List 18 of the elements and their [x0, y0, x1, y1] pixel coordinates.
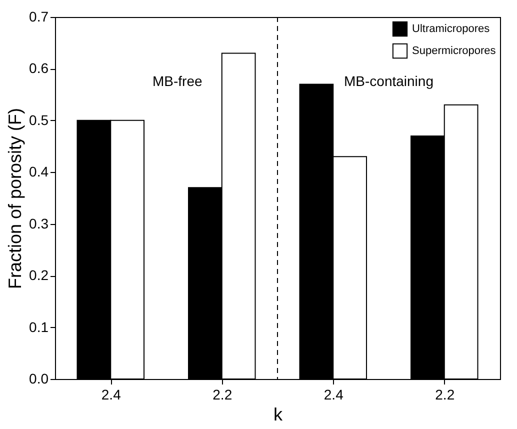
- y-tick-label: 0.0: [29, 370, 49, 386]
- legend-label: Supermicropores: [412, 45, 496, 57]
- annotation: MB-free: [152, 73, 202, 89]
- y-tick-label: 0.6: [29, 60, 49, 76]
- y-tick-label: 0.1: [29, 318, 49, 335]
- y-tick-label: 0.4: [29, 164, 49, 180]
- legend-label: Ultramicropores: [412, 23, 490, 35]
- y-tick-label: 0.5: [29, 112, 49, 128]
- x-tick-label: 2.2: [212, 386, 232, 402]
- x-axis-title: k: [274, 404, 284, 424]
- annotation: MB-containing: [344, 73, 434, 89]
- x-tick-label: 2.2: [435, 386, 455, 402]
- y-tick-label: 0.7: [29, 8, 49, 24]
- y-tick-label: 0.2: [29, 267, 49, 284]
- y-tick-label: 0.3: [29, 215, 49, 232]
- x-tick-label: 2.4: [324, 386, 344, 402]
- y-axis-title: Fraction of porosity (F): [5, 108, 26, 290]
- x-tick-label: 2.4: [101, 386, 122, 402]
